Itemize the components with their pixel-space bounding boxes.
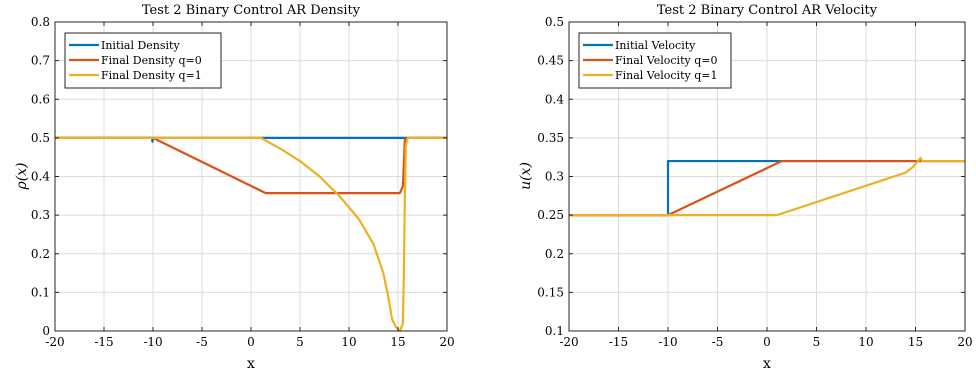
velocity-chart-title: Test 2 Binary Control AR Velocity [657,3,878,18]
x-tick-label: -5 [712,335,724,349]
velocity-y-axis-label: u(x) [518,162,534,190]
x-tick-label: 5 [296,335,304,349]
y-tick-label: 0.2 [545,247,564,261]
x-tick-label: -20 [559,335,578,349]
legend-label-1: Initial Density [101,39,180,52]
y-tick-label: 0.3 [545,170,564,184]
x-tick-label: -20 [45,335,64,349]
velocity-ticks: -20 -15 -10 -5 0 5 10 15 20 0.1 0.15 0.2 0.25 0.3 0.35… [537,15,972,349]
series-line-3 [55,136,447,333]
legend-label-3: Final Velocity q=1 [615,69,717,82]
x-tick-label: -10 [143,335,162,349]
x-tick-label: 10 [858,335,873,349]
x-tick-label: 15 [908,335,923,349]
x-tick-label: 10 [341,335,356,349]
density-ticks: -20 -15 -10 -5 0 5 10 15 20 0 0.1 0.2 0.3 0.4 0.5 0.6 0.… [31,15,455,349]
legend-label-2: Final Density q=0 [101,54,202,67]
y-tick-label: 0.2 [31,247,50,261]
x-tick-label: 20 [957,335,972,349]
y-tick-label: 0.1 [545,324,564,338]
density-legend: Initial Density Final Density q=0 Final De… [64,32,222,89]
y-tick-label: 0 [42,324,50,338]
density-y-axis-label: ρ(x) [14,162,30,190]
legend-label-3: Final Density q=1 [101,69,202,82]
series-line-3 [569,156,965,217]
y-tick-label: 0.8 [31,15,50,29]
y-tick-label: 0.7 [31,54,50,68]
velocity-series [569,156,965,217]
y-tick-label: 0.5 [545,15,564,29]
x-tick-label: 15 [390,335,405,349]
y-tick-label: 0.5 [31,131,50,145]
x-tick-label: -10 [658,335,677,349]
y-tick-label: 0.25 [537,208,564,222]
y-tick-label: 0.35 [537,131,564,145]
y-tick-label: 0.3 [31,208,50,222]
legend-label-1: Initial Velocity [615,39,696,52]
x-tick-label: -15 [94,335,113,349]
legend-label-2: Final Velocity q=0 [615,54,717,67]
y-tick-label: 0.15 [537,285,564,299]
velocity-chart: Test 2 Binary Control AR Velocity -20 -15… [518,3,973,372]
x-tick-label: 5 [813,335,821,349]
x-tick-label: -5 [196,335,208,349]
x-tick-label: -15 [609,335,628,349]
velocity-legend: Initial Velocity Final Velocity q=0 Final … [578,32,732,89]
y-tick-label: 0.4 [31,170,50,184]
density-series [55,136,447,333]
density-x-axis-label: x [247,356,255,372]
velocity-x-axis-label: x [763,356,771,372]
density-chart-title: Test 2 Binary Control AR Density [142,3,361,18]
y-tick-label: 0.45 [537,54,564,68]
x-tick-label: 0 [247,335,255,349]
x-tick-label: 0 [763,335,771,349]
y-tick-label: 0.1 [31,285,50,299]
x-tick-label: 20 [439,335,454,349]
y-tick-label: 0.6 [31,92,50,106]
density-chart: Test 2 Binary Control AR Density -20 -15-… [14,3,455,372]
y-tick-label: 0.4 [545,92,564,106]
